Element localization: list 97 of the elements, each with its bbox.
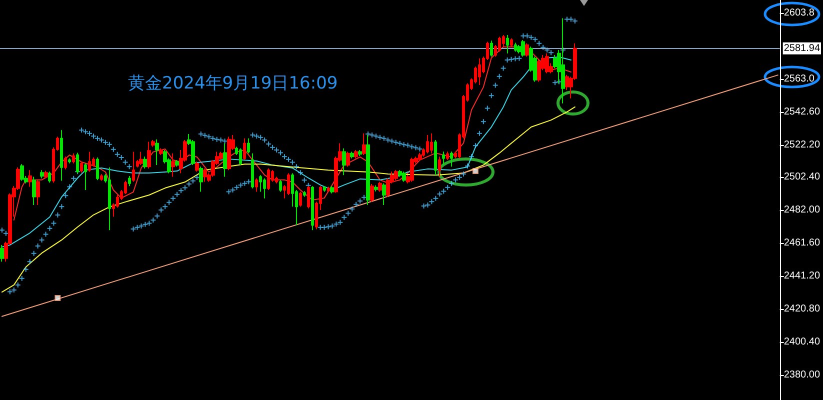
candlestick [394, 170, 398, 181]
candlestick [32, 176, 36, 206]
candlestick [358, 150, 362, 156]
candlestick [155, 138, 159, 166]
candlestick [175, 160, 179, 168]
candlestick [108, 166, 111, 231]
candlestick [28, 170, 32, 188]
candlestick [299, 191, 302, 208]
candlestick [267, 168, 270, 190]
text: 黄金2024年9月19日16:09 [128, 74, 338, 94]
candlestick [171, 152, 175, 178]
candlestick [330, 186, 334, 194]
candlestick [159, 148, 163, 156]
candlestick [88, 151, 91, 172]
candlestick [100, 174, 103, 182]
candlestick [303, 190, 306, 198]
candlestick [132, 151, 135, 182]
candlestick [68, 158, 71, 164]
candlestick [506, 34, 509, 54]
candlestick [446, 151, 449, 161]
candlestick [450, 151, 453, 168]
candlestick [143, 156, 147, 169]
candlestick [40, 170, 44, 179]
candlestick [350, 151, 354, 159]
y-tick-label: 2482.00 [784, 204, 820, 216]
y-tick-label: 2522.20 [784, 139, 820, 150]
candlestick [64, 156, 67, 170]
y-tick-label: 2441.20 [784, 270, 820, 282]
candlestick [442, 151, 445, 166]
candlestick [434, 139, 437, 176]
candlestick [498, 36, 501, 52]
candlestick [251, 152, 254, 189]
candlestick [545, 52, 549, 74]
y-tick-label: 2502.40 [784, 172, 820, 183]
candlestick [239, 148, 242, 166]
candlestick [362, 132, 366, 156]
candlestick [279, 180, 282, 192]
candlestick [382, 182, 386, 206]
y-tick-label: 2603.8 [784, 7, 815, 18]
candlestick [438, 156, 441, 178]
candlestick [48, 171, 51, 184]
candlestick [203, 168, 207, 182]
y-tick-label: 2542.60 [784, 106, 820, 118]
y-tick-label: 2400.40 [784, 336, 820, 348]
line-series [13, 46, 572, 221]
candlestick [374, 184, 378, 192]
candlestick [370, 183, 374, 202]
candlestick [521, 39, 525, 58]
candlestick [44, 170, 48, 179]
candlestick [195, 161, 199, 172]
candlestick [80, 161, 83, 174]
candlestick [139, 151, 143, 166]
candlestick [430, 132, 433, 154]
candlestick [514, 42, 517, 52]
candlestick [263, 178, 266, 199]
candlestick [0, 244, 4, 262]
candlestick [502, 34, 505, 48]
candlestick [287, 172, 290, 196]
candlestick [402, 171, 406, 182]
candlestick [342, 148, 346, 176]
candlestick [128, 176, 131, 187]
candlestick [510, 38, 513, 48]
candlestick [426, 134, 429, 154]
candlestick [517, 44, 521, 54]
candlestick [378, 181, 382, 192]
y-tick-label: 2563.0 [784, 73, 815, 84]
ref-line-label: 2581.94 [784, 42, 820, 54]
candlestick [243, 138, 246, 161]
candlestick [219, 151, 223, 161]
candlestick [418, 152, 422, 162]
y-tick-label: 2420.80 [784, 304, 820, 315]
candlestick [327, 186, 330, 193]
candlestick [398, 170, 402, 178]
candlestick [354, 150, 358, 159]
candlestick [76, 152, 79, 174]
candlestick [311, 186, 314, 231]
candlestick [151, 139, 155, 148]
candlestick [36, 180, 40, 206]
line-series [1, 56, 572, 248]
candlestick [227, 136, 231, 171]
candlestick [72, 152, 75, 164]
candlestick [410, 157, 414, 182]
candlestick [323, 186, 326, 192]
candlestick [147, 141, 151, 169]
candlestick [199, 166, 203, 192]
candlestick [525, 42, 529, 58]
candlestick [84, 162, 87, 190]
candlestick [96, 156, 99, 181]
y-tick-label: 2380.00 [784, 370, 820, 381]
candlestick [247, 138, 250, 154]
y-tick-label: 2461.60 [784, 238, 820, 249]
candlestick [60, 130, 63, 182]
candlestick [346, 151, 350, 168]
candlestick [478, 58, 481, 86]
candlestick [490, 40, 493, 58]
candlestick [20, 164, 24, 182]
candlestick [255, 178, 258, 192]
